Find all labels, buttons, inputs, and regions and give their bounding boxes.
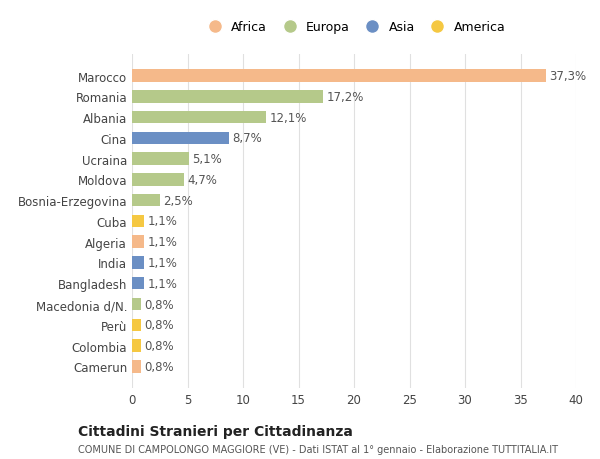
Text: Cittadini Stranieri per Cittadinanza: Cittadini Stranieri per Cittadinanza: [78, 425, 353, 438]
Bar: [132, 174, 184, 186]
Bar: [132, 360, 141, 373]
Text: 1,1%: 1,1%: [148, 215, 178, 228]
Text: 4,7%: 4,7%: [187, 174, 217, 186]
Bar: [132, 236, 144, 248]
Text: 2,5%: 2,5%: [163, 194, 193, 207]
Bar: [132, 91, 323, 103]
Text: 0,8%: 0,8%: [144, 339, 174, 352]
Text: 0,8%: 0,8%: [144, 360, 174, 373]
Bar: [132, 70, 546, 83]
Bar: [132, 112, 266, 124]
Text: 1,1%: 1,1%: [148, 236, 178, 249]
Text: 0,8%: 0,8%: [144, 298, 174, 311]
Text: 12,1%: 12,1%: [269, 112, 307, 124]
Bar: [132, 277, 144, 290]
Text: 8,7%: 8,7%: [232, 132, 262, 145]
Bar: [132, 132, 229, 145]
Bar: [132, 215, 144, 228]
Bar: [132, 340, 141, 352]
Text: 1,1%: 1,1%: [148, 277, 178, 290]
Bar: [132, 257, 144, 269]
Text: 1,1%: 1,1%: [148, 257, 178, 269]
Text: 0,8%: 0,8%: [144, 319, 174, 331]
Text: COMUNE DI CAMPOLONGO MAGGIORE (VE) - Dati ISTAT al 1° gennaio - Elaborazione TUT: COMUNE DI CAMPOLONGO MAGGIORE (VE) - Dat…: [78, 444, 558, 454]
Text: 37,3%: 37,3%: [550, 70, 586, 83]
Legend: Africa, Europa, Asia, America: Africa, Europa, Asia, America: [203, 22, 505, 34]
Bar: [132, 153, 188, 166]
Text: 5,1%: 5,1%: [192, 153, 221, 166]
Bar: [132, 195, 160, 207]
Bar: [132, 319, 141, 331]
Bar: [132, 298, 141, 311]
Text: 17,2%: 17,2%: [326, 91, 364, 104]
